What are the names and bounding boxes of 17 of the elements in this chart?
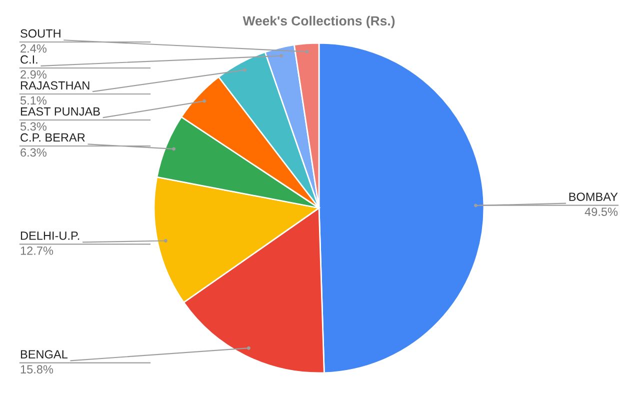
data-label: 2.4%	[20, 44, 46, 53]
chart-title: Week's Collections (Rs.)	[242, 16, 395, 28]
slice-label: C.P. BERAR	[20, 133, 85, 142]
slice-label: BOMBAY	[569, 192, 618, 201]
slice-label: SOUTH	[20, 29, 60, 38]
data-label: 49.5%	[584, 208, 618, 216]
data-label: 2.9%	[20, 70, 46, 79]
slice-label: RAJASTHAN	[20, 81, 90, 90]
data-label: 5.1%	[20, 96, 46, 105]
data-label: 5.3%	[20, 122, 46, 131]
slice-label: DELHI-U.P.	[20, 232, 80, 240]
slice-label: BENGAL	[20, 350, 68, 359]
data-label: 12.7%	[20, 246, 54, 255]
slice-label: C.I.	[20, 55, 38, 64]
data-label: 6.3%	[20, 148, 46, 157]
data-label: 15.8%	[20, 365, 54, 374]
slice-label: EAST PUNJAB	[20, 107, 100, 116]
